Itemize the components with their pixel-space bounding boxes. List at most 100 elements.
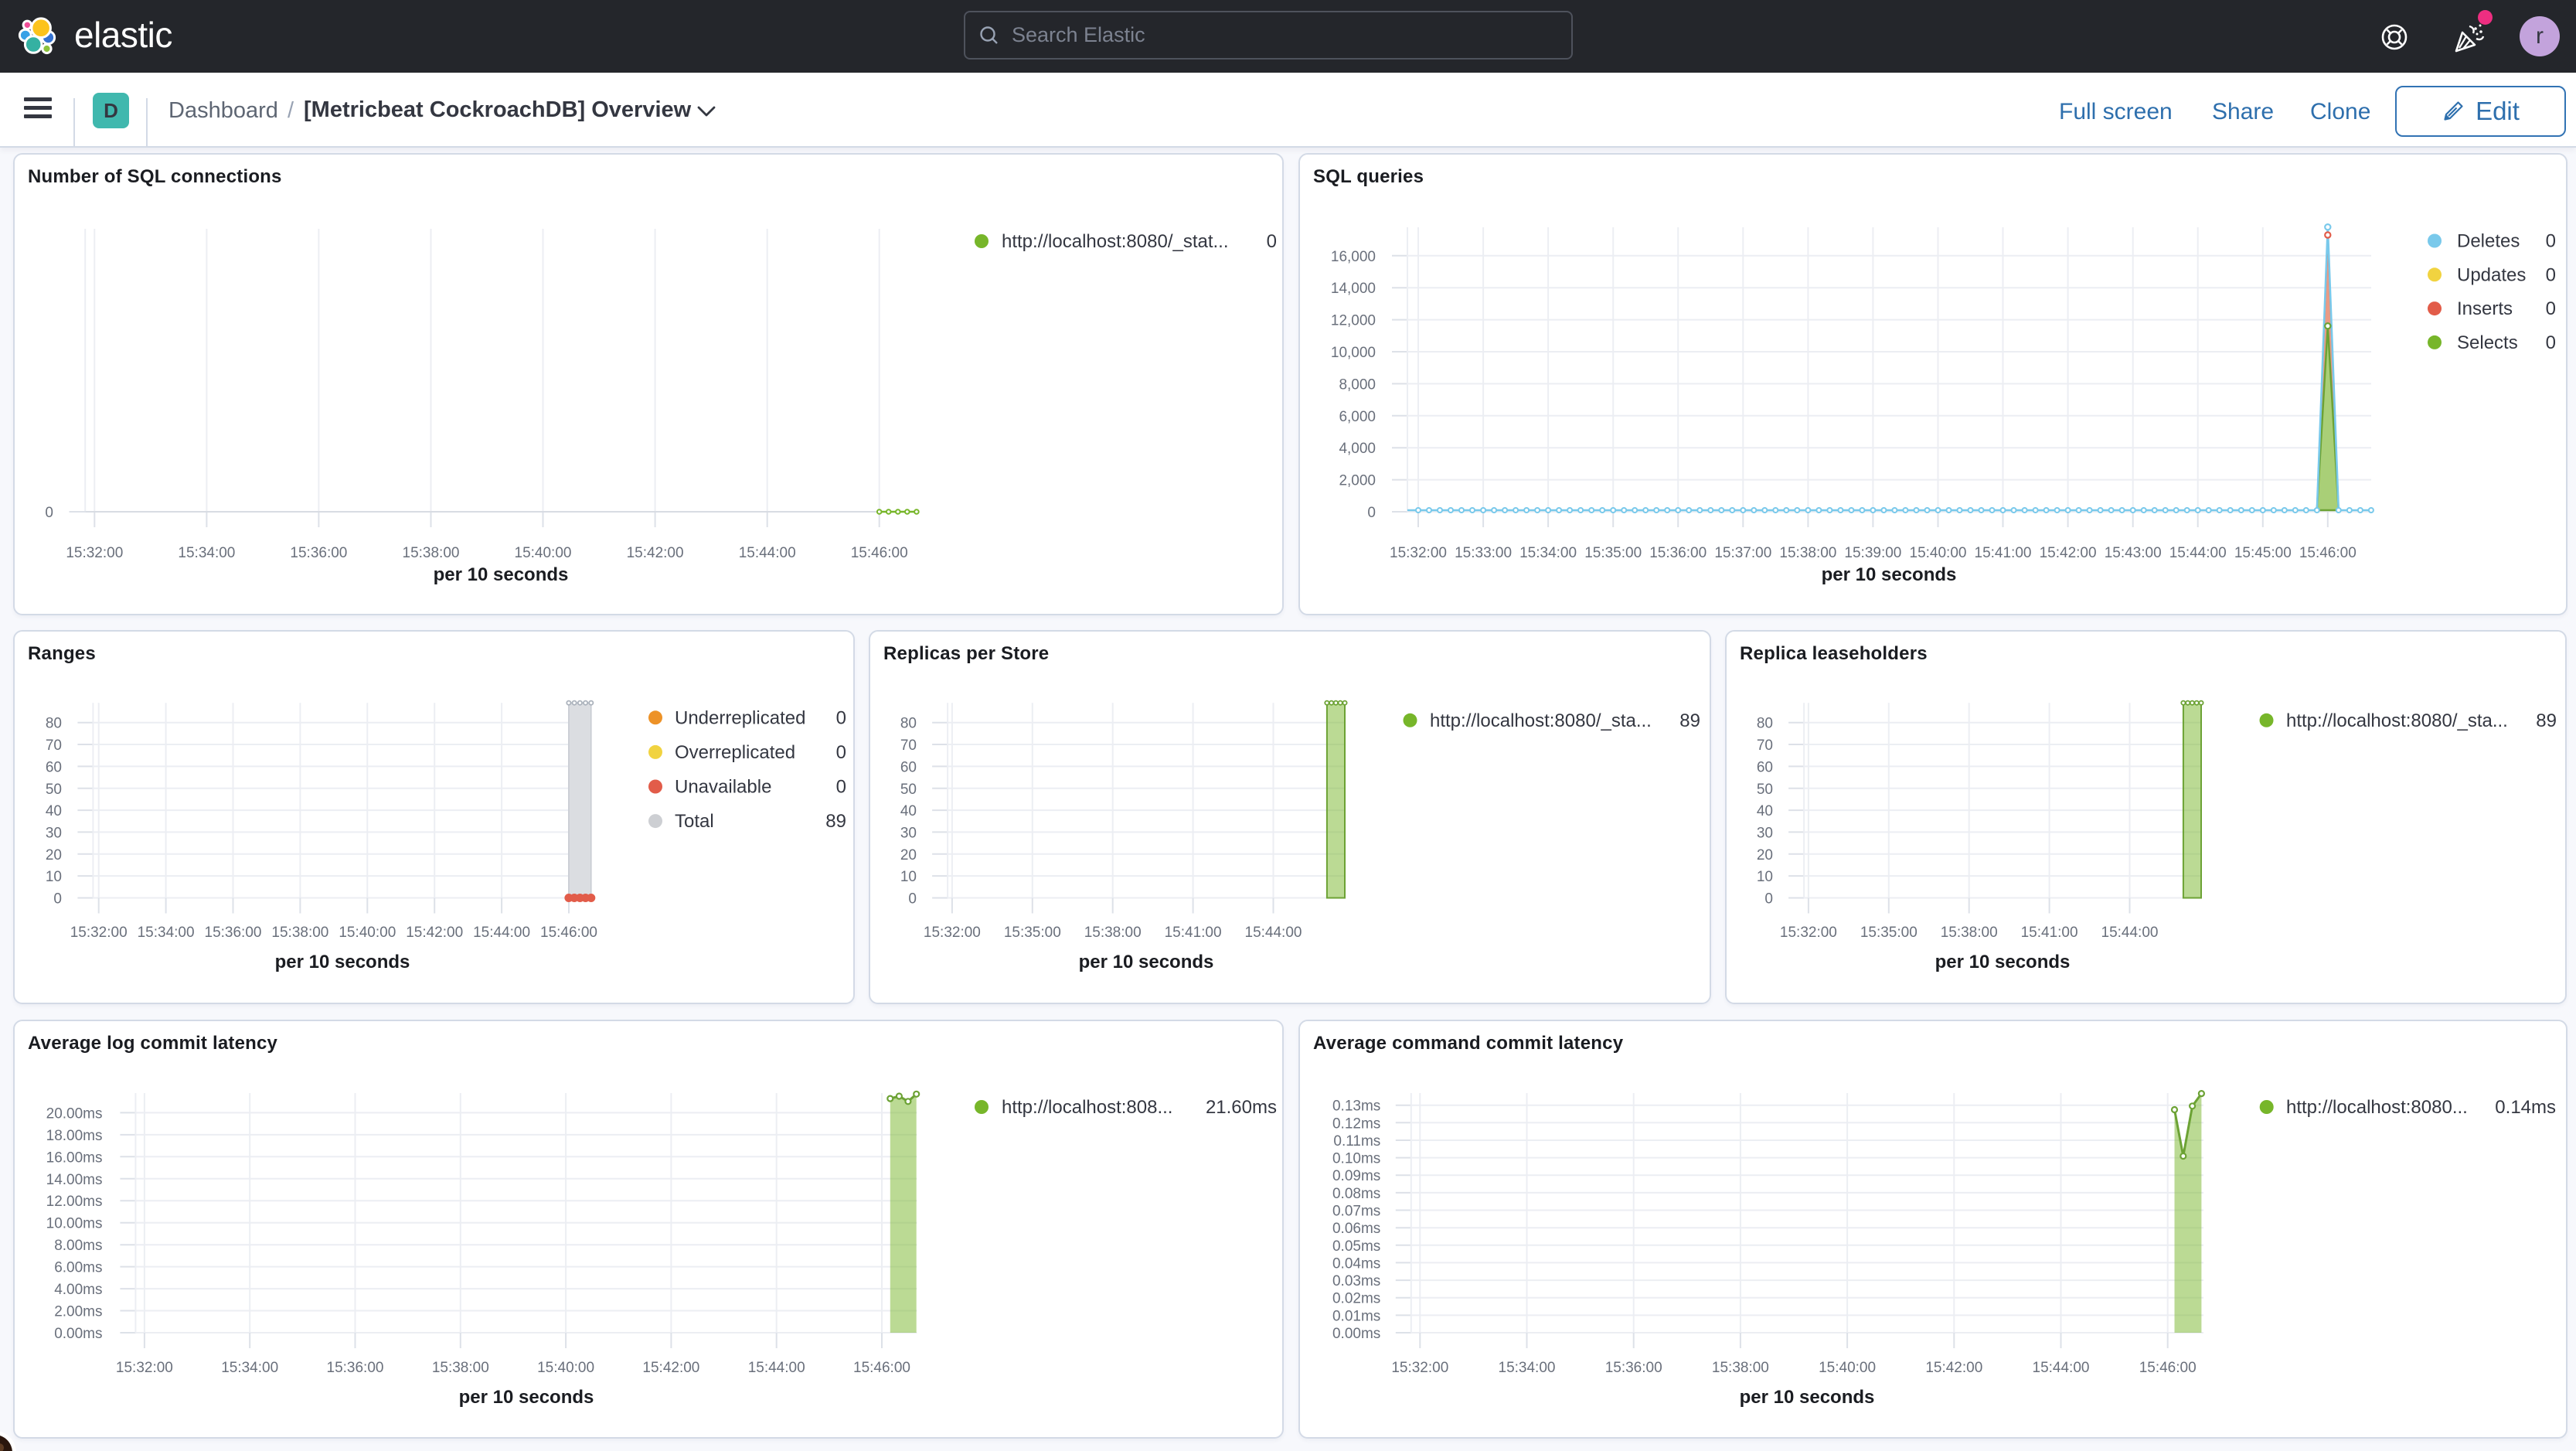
svg-text:15:42:00: 15:42:00 <box>1925 1360 1982 1376</box>
svg-text:15:34:00: 15:34:00 <box>138 925 195 941</box>
svg-text:10,000: 10,000 <box>1331 345 1376 361</box>
svg-text:per 10 seconds: per 10 seconds <box>1079 952 1214 972</box>
svg-text:per 10 seconds: per 10 seconds <box>459 1387 594 1408</box>
svg-text:0: 0 <box>1367 505 1376 521</box>
svg-text:15:38:00: 15:38:00 <box>403 545 460 561</box>
svg-text:50: 50 <box>900 782 917 798</box>
svg-text:http://localhost:8080/_stat...: http://localhost:8080/_stat... <box>1002 231 1229 252</box>
svg-text:15:40:00: 15:40:00 <box>1819 1360 1876 1376</box>
svg-text:20: 20 <box>900 847 917 863</box>
svg-text:15:38:00: 15:38:00 <box>1712 1360 1769 1376</box>
svg-text:Inserts: Inserts <box>2457 298 2513 319</box>
svg-text:Deletes: Deletes <box>2457 231 2520 252</box>
svg-text:12,000: 12,000 <box>1331 313 1376 329</box>
svg-text:0.12ms: 0.12ms <box>1332 1115 1380 1132</box>
svg-text:0.04ms: 0.04ms <box>1332 1255 1380 1272</box>
svg-text:15:42:00: 15:42:00 <box>642 1360 699 1376</box>
svg-text:15:46:00: 15:46:00 <box>853 1360 910 1376</box>
svg-text:15:38:00: 15:38:00 <box>1084 925 1142 941</box>
svg-text:60: 60 <box>46 759 62 775</box>
svg-text:0.05ms: 0.05ms <box>1332 1238 1380 1255</box>
svg-text:0.14ms: 0.14ms <box>2495 1097 2556 1118</box>
svg-text:15:40:00: 15:40:00 <box>515 545 572 561</box>
svg-text:0.07ms: 0.07ms <box>1332 1204 1380 1220</box>
svg-text:15:40:00: 15:40:00 <box>339 925 396 941</box>
svg-text:http://localhost:8080...: http://localhost:8080... <box>2286 1097 2468 1118</box>
svg-text:15:43:00: 15:43:00 <box>2105 545 2162 561</box>
svg-text:15:36:00: 15:36:00 <box>290 545 347 561</box>
svg-text:10: 10 <box>46 869 62 885</box>
svg-text:SQL queries: SQL queries <box>1313 166 1424 187</box>
svg-text:21.60ms: 21.60ms <box>1206 1097 1277 1118</box>
svg-text:15:38:00: 15:38:00 <box>271 925 328 941</box>
svg-text:60: 60 <box>1757 759 1773 775</box>
svg-text:0.08ms: 0.08ms <box>1332 1186 1380 1202</box>
svg-text:30: 30 <box>900 825 917 841</box>
svg-text:15:37:00: 15:37:00 <box>1714 545 1771 561</box>
svg-text:Replica leaseholders: Replica leaseholders <box>1740 643 1928 664</box>
svg-text:15:44:00: 15:44:00 <box>2169 545 2227 561</box>
svg-text:70: 70 <box>900 737 917 754</box>
svg-text:Number of SQL connections: Number of SQL connections <box>28 166 282 187</box>
svg-text:30: 30 <box>46 825 62 841</box>
svg-text:http://localhost:8080/_sta...: http://localhost:8080/_sta... <box>1430 710 1652 731</box>
svg-text:15:32:00: 15:32:00 <box>924 925 981 941</box>
svg-text:15:41:00: 15:41:00 <box>1165 925 1222 941</box>
svg-text:Average log commit latency: Average log commit latency <box>28 1033 278 1054</box>
svg-text:80: 80 <box>46 716 62 732</box>
svg-text:40: 40 <box>46 803 62 819</box>
svg-text:89: 89 <box>825 811 846 832</box>
svg-text:15:44:00: 15:44:00 <box>2033 1360 2090 1376</box>
svg-text:15:32:00: 15:32:00 <box>116 1360 173 1376</box>
svg-text:70: 70 <box>1757 737 1773 754</box>
svg-text:89: 89 <box>2536 710 2557 731</box>
svg-text:http://localhost:808...: http://localhost:808... <box>1002 1097 1172 1118</box>
svg-text:15:38:00: 15:38:00 <box>1941 925 1998 941</box>
svg-text:80: 80 <box>900 716 917 732</box>
svg-text:15:42:00: 15:42:00 <box>2040 545 2097 561</box>
svg-text:0.10ms: 0.10ms <box>1332 1151 1380 1167</box>
svg-text:0: 0 <box>1764 891 1773 908</box>
svg-text:8,000: 8,000 <box>1339 376 1376 393</box>
svg-text:http://localhost:8080/_sta...: http://localhost:8080/_sta... <box>2286 710 2508 731</box>
svg-text:20.00ms: 20.00ms <box>46 1105 103 1122</box>
svg-text:0: 0 <box>1267 231 1277 252</box>
svg-text:8.00ms: 8.00ms <box>54 1238 102 1254</box>
svg-text:70: 70 <box>46 737 62 754</box>
svg-text:Ranges: Ranges <box>28 643 96 664</box>
svg-text:15:46:00: 15:46:00 <box>540 925 597 941</box>
svg-text:30: 30 <box>1757 825 1773 841</box>
svg-text:89: 89 <box>1679 710 1700 731</box>
svg-text:0: 0 <box>2546 264 2556 285</box>
svg-text:0: 0 <box>45 505 53 521</box>
svg-text:per 10 seconds: per 10 seconds <box>1740 1387 1875 1408</box>
svg-text:0.02ms: 0.02ms <box>1332 1291 1380 1307</box>
svg-text:50: 50 <box>1757 782 1773 798</box>
svg-text:per 10 seconds: per 10 seconds <box>1935 952 2071 972</box>
svg-text:80: 80 <box>1757 716 1773 732</box>
svg-text:15:44:00: 15:44:00 <box>2101 925 2159 941</box>
svg-text:15:42:00: 15:42:00 <box>406 925 463 941</box>
svg-text:0.09ms: 0.09ms <box>1332 1168 1380 1184</box>
svg-text:Underreplicated: Underreplicated <box>675 707 805 728</box>
svg-text:16,000: 16,000 <box>1331 249 1376 265</box>
svg-text:10: 10 <box>1757 869 1773 885</box>
svg-text:20: 20 <box>46 847 62 863</box>
svg-text:0: 0 <box>836 707 846 728</box>
svg-text:15:34:00: 15:34:00 <box>1519 545 1577 561</box>
svg-text:Average command commit latency: Average command commit latency <box>1313 1033 1624 1054</box>
svg-text:per 10 seconds: per 10 seconds <box>275 952 410 972</box>
svg-text:0: 0 <box>2546 231 2556 252</box>
svg-text:0.13ms: 0.13ms <box>1332 1098 1380 1115</box>
svg-text:15:44:00: 15:44:00 <box>473 925 530 941</box>
svg-text:Selects: Selects <box>2457 332 2518 353</box>
svg-text:per 10 seconds: per 10 seconds <box>434 564 569 585</box>
svg-text:0.11ms: 0.11ms <box>1333 1133 1380 1150</box>
svg-text:15:34:00: 15:34:00 <box>178 545 235 561</box>
svg-text:15:36:00: 15:36:00 <box>1605 1360 1662 1376</box>
svg-text:15:42:00: 15:42:00 <box>627 545 684 561</box>
svg-text:per 10 seconds: per 10 seconds <box>1822 564 1957 585</box>
svg-text:4,000: 4,000 <box>1339 441 1376 457</box>
svg-text:Overreplicated: Overreplicated <box>675 742 795 763</box>
svg-text:10.00ms: 10.00ms <box>46 1216 103 1232</box>
